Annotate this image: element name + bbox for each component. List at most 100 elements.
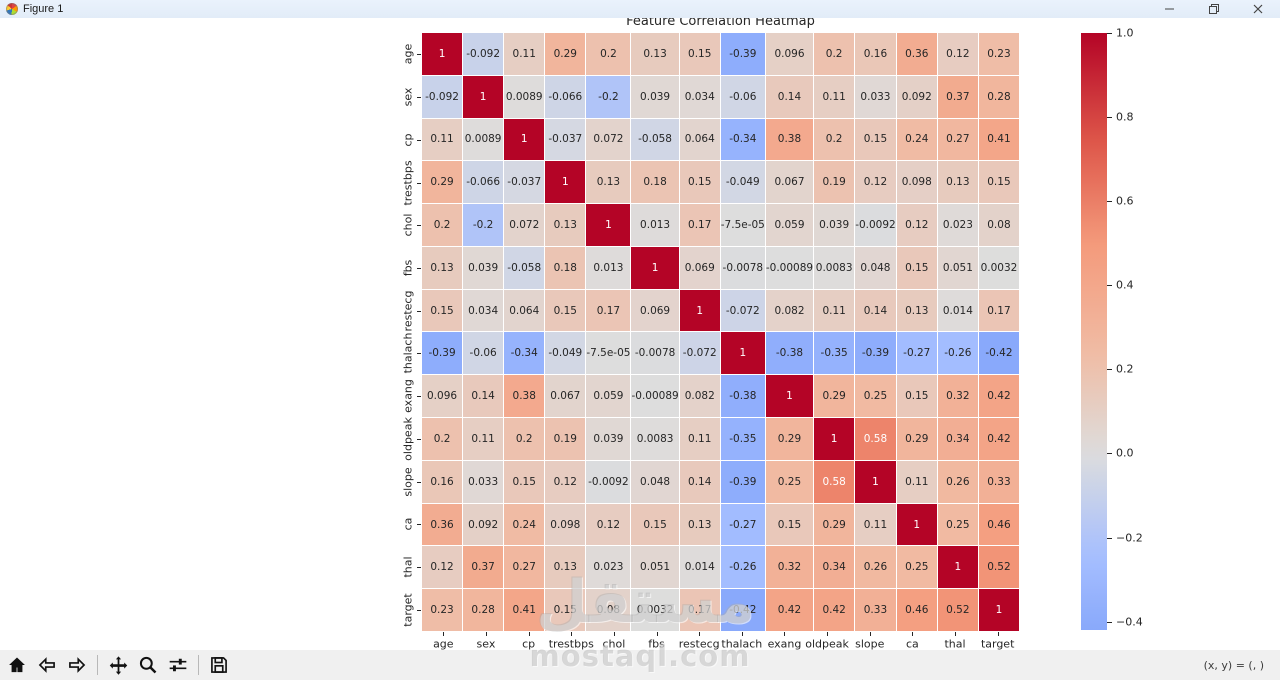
heatmap-cell: 0.051 — [937, 246, 978, 289]
home-button[interactable] — [4, 652, 30, 678]
back-button[interactable] — [34, 652, 60, 678]
y-tick — [417, 267, 421, 269]
subplots-button[interactable] — [165, 652, 191, 678]
heatmap-cell: 0.067 — [545, 375, 586, 418]
heatmap-cell: 1 — [679, 289, 720, 332]
y-axis-label: chol — [401, 213, 415, 237]
heatmap-cell: 0.13 — [545, 546, 586, 589]
y-tick — [417, 524, 421, 526]
x-tick — [699, 632, 701, 636]
window-title: Figure 1 — [23, 3, 64, 15]
x-tick — [912, 632, 914, 636]
zoom-button[interactable] — [135, 652, 161, 678]
heatmap-cell: 0.13 — [545, 204, 586, 246]
heatmap-cell: -0.39 — [855, 332, 896, 375]
heatmap-cell: 0.28 — [463, 589, 504, 631]
heatmap-cell: -0.0092 — [855, 204, 896, 246]
colorbar-tick-label: −0.4 — [1116, 615, 1143, 629]
heatmap-cell: -0.39 — [720, 33, 765, 75]
heatmap-cell: -0.00089 — [765, 246, 814, 289]
y-tick — [417, 54, 421, 56]
y-axis-label: slope — [401, 466, 415, 497]
toolbar-separator — [97, 655, 98, 675]
heatmap-cell: -0.066 — [463, 161, 504, 204]
close-button[interactable] — [1236, 0, 1280, 18]
heatmap-cell: 0.15 — [679, 161, 720, 204]
heatmap-cell: -0.39 — [422, 332, 463, 375]
heatmap-cell: 0.52 — [937, 589, 978, 631]
y-tick — [417, 139, 421, 141]
heatmap-cell: 0.14 — [463, 375, 504, 418]
heatmap-cell: 0.08 — [586, 589, 631, 631]
heatmap-cell: -0.27 — [896, 332, 937, 375]
heatmap-cell: 0.16 — [422, 460, 463, 503]
heatmap-cell: 0.15 — [504, 460, 545, 503]
heatmap-cell: 0.092 — [896, 75, 937, 118]
heatmap-cell: -0.27 — [720, 503, 765, 546]
restore-button[interactable] — [1192, 0, 1236, 18]
heatmap-cell: 0.2 — [422, 418, 463, 460]
heatmap-cell: -0.2 — [463, 204, 504, 246]
minimize-button[interactable] — [1148, 0, 1192, 18]
heatmap-cell: 0.18 — [545, 246, 586, 289]
heatmap-cell: 1 — [545, 161, 586, 204]
x-tick — [613, 632, 615, 636]
heatmap-cell: 1 — [814, 418, 855, 460]
heatmap-cell: 0.059 — [765, 204, 814, 246]
heatmap-cell: 0.033 — [463, 460, 504, 503]
heatmap-cell: 0.12 — [422, 546, 463, 589]
pan-button[interactable] — [105, 652, 131, 678]
heatmap-cell: 0.23 — [978, 33, 1019, 75]
heatmap-cell: -0.34 — [720, 118, 765, 161]
y-axis-label: fbs — [401, 259, 415, 277]
y-axis-label: thalach — [401, 332, 415, 374]
colorbar-tick — [1107, 117, 1112, 119]
x-axis-label: chol — [602, 637, 626, 651]
x-axis-label: oldpeak — [805, 637, 849, 651]
heatmap-cell: 0.023 — [937, 204, 978, 246]
heatmap-cell: 0.15 — [422, 289, 463, 332]
heatmap-cell: 0.067 — [765, 161, 814, 204]
heatmap-cell: 0.098 — [896, 161, 937, 204]
heatmap-cell: -0.092 — [422, 75, 463, 118]
heatmap-cell: 0.034 — [679, 75, 720, 118]
heatmap-cell: 0.082 — [679, 375, 720, 418]
heatmap-cell: 0.15 — [545, 289, 586, 332]
heatmap-cell: 0.32 — [937, 375, 978, 418]
heatmap-cell: 0.0032 — [631, 589, 679, 631]
heatmap-cell: -0.049 — [545, 332, 586, 375]
heatmap-cell: 0.27 — [504, 546, 545, 589]
y-axis-label: age — [401, 44, 415, 65]
y-tick — [417, 310, 421, 312]
heatmap-cell: 0.26 — [855, 546, 896, 589]
heatmap-cell: -7.5e-05 — [720, 204, 765, 246]
heatmap-cell: -0.058 — [504, 246, 545, 289]
heatmap-grid: 1 -0.092 0.11 0.29 0.2 0.13 0.15 -0.39 0.096 0.2 0… — [422, 33, 1019, 631]
heatmap-cell: 0.34 — [937, 418, 978, 460]
heatmap-cell: -0.06 — [463, 332, 504, 375]
heatmap-cell: 0.2 — [422, 204, 463, 246]
heatmap-cell: 0.12 — [586, 503, 631, 546]
heatmap-cell: 0.19 — [545, 418, 586, 460]
heatmap-cell: -0.058 — [631, 118, 679, 161]
heatmap-cell: 0.11 — [814, 75, 855, 118]
save-button[interactable] — [206, 652, 232, 678]
heatmap-cell: 0.17 — [978, 289, 1019, 332]
matplotlib-logo-icon — [6, 3, 18, 15]
x-axis-label: restecg — [678, 637, 720, 651]
x-tick — [955, 632, 957, 636]
x-tick — [443, 632, 445, 636]
heatmap-cell: 1 — [422, 33, 463, 75]
y-axis-label: target — [401, 592, 415, 627]
heatmap-cell: 0.034 — [463, 289, 504, 332]
x-tick — [656, 632, 658, 636]
heatmap-cell: 1 — [855, 460, 896, 503]
x-axis-label: slope — [855, 637, 885, 651]
x-tick — [571, 632, 573, 636]
x-axis-label: sex — [476, 637, 496, 651]
forward-button[interactable] — [64, 652, 90, 678]
heatmap-cell: 0.29 — [814, 503, 855, 546]
heatmap-cell: 0.072 — [504, 204, 545, 246]
heatmap-cell: -0.066 — [545, 75, 586, 118]
heatmap-cell: 0.36 — [422, 503, 463, 546]
